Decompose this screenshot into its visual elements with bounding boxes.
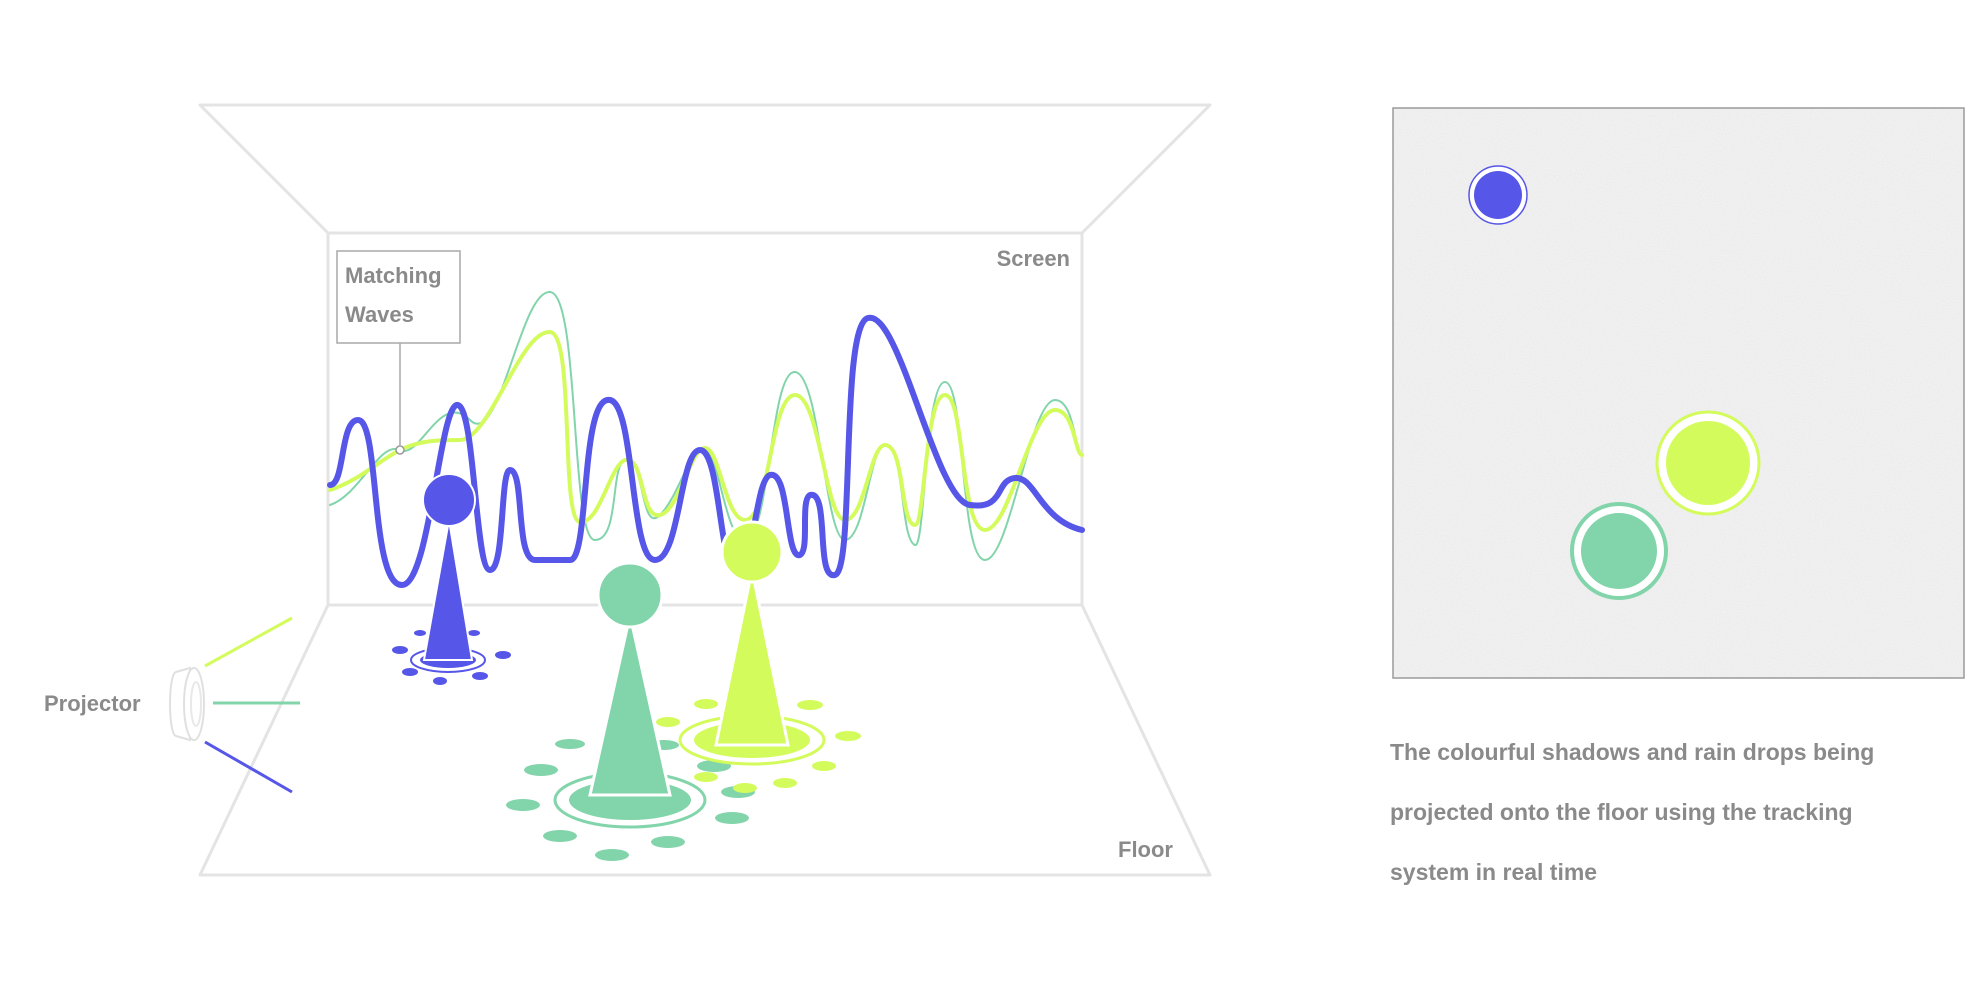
wave-blue	[327, 314, 1085, 588]
caption-line-1: The colourful shadows and rain drops bei…	[1390, 739, 1875, 765]
tracked-dot	[1581, 513, 1657, 589]
floor-label: Floor	[1118, 837, 1173, 862]
rain-drop	[543, 830, 577, 842]
screen-label: Screen	[997, 246, 1070, 271]
tracked-green	[1570, 502, 1668, 600]
tracked-yellow	[1655, 410, 1761, 516]
rain-drop	[812, 761, 836, 771]
projector-beam-yellow	[204, 616, 293, 668]
rain-drop	[715, 812, 749, 824]
yellow-figure	[714, 520, 790, 747]
rain-drop	[595, 849, 629, 861]
rain-drop	[433, 677, 447, 685]
tracking-view-border	[1392, 107, 1965, 679]
figure-body	[588, 614, 672, 797]
rain-drop	[472, 672, 488, 680]
rain-drop	[835, 731, 861, 741]
rain-drop	[651, 836, 685, 848]
tracked-dot	[1666, 421, 1750, 505]
caption-line-3: system in real time	[1390, 859, 1598, 885]
projector	[169, 616, 300, 794]
figure-head	[422, 473, 476, 527]
projector-lens-inner	[190, 681, 202, 727]
callout-label-line1: Matching	[345, 263, 442, 288]
rain-drop	[555, 739, 585, 749]
projector-label: Projector	[44, 691, 141, 716]
room-outline	[198, 103, 1212, 877]
callout-label-line2: Waves	[345, 302, 414, 327]
floor-panel	[198, 603, 1212, 877]
caption: The colourful shadows and rain drops bei…	[1390, 722, 1910, 902]
figure-head	[720, 520, 784, 584]
figure-body	[422, 519, 474, 661]
rain-drop	[495, 651, 511, 659]
callout-box	[336, 250, 461, 344]
caption-line-2: projected onto the floor using the track…	[1390, 799, 1853, 825]
ceiling-panel	[198, 103, 1212, 235]
tracked-dot	[1474, 171, 1522, 219]
rain-drop	[506, 799, 540, 811]
tracking-view	[1392, 107, 1965, 679]
rain-drop	[694, 699, 718, 709]
rain-drop	[392, 646, 408, 654]
rain-drop	[797, 700, 823, 710]
matching-waves-callout: Matching Waves	[336, 250, 461, 446]
rain-drop	[402, 668, 418, 676]
rain-drop	[656, 717, 680, 727]
projector-beam-blue	[204, 740, 293, 794]
rain-drop	[414, 630, 426, 636]
figure-head	[596, 561, 664, 629]
wave-match-point	[395, 445, 405, 455]
rain-drop	[773, 778, 797, 788]
rain-drop	[468, 630, 480, 636]
green-figure	[588, 561, 672, 797]
rain-drop	[733, 783, 757, 793]
figure-body	[714, 569, 790, 747]
rain-drop	[524, 764, 558, 776]
rain-drop	[694, 772, 718, 782]
tracked-blue	[1468, 165, 1528, 225]
blue-figure	[422, 473, 476, 661]
